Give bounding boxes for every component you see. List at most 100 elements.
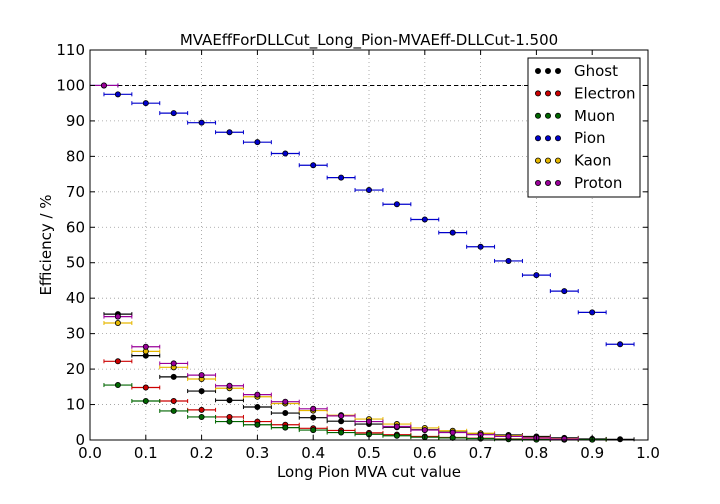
data-point [310,414,317,421]
x-tick-label: 0.9 [580,444,604,462]
data-point [114,319,121,326]
data-point [338,174,345,181]
data-point [198,406,205,413]
legend-marker [535,90,542,97]
legend-label: Muon [574,107,615,125]
chart-title: MVAEffForDLLCut_Long_Pion-MVAEff-DLLCut-… [180,31,558,50]
legend-item: Proton [535,174,622,192]
x-tick-label: 0.5 [357,444,381,462]
data-point [533,272,540,279]
y-tick-label: 90 [66,112,85,130]
x-tick-label: 0.1 [134,444,158,462]
series-pion [89,82,635,348]
y-tick-label: 20 [66,360,85,378]
data-point [114,382,121,389]
legend-item: Pion [535,129,606,147]
data-point [393,423,400,430]
legend-marker [545,90,552,97]
legend-marker [555,157,562,164]
data-point [393,432,400,439]
data-point [142,100,149,107]
data-point [114,358,121,365]
data-point [338,418,345,425]
y-tick-label: 110 [56,41,85,59]
x-tick-label: 0.0 [78,444,102,462]
data-point [421,216,428,223]
data-point [449,429,456,436]
data-point [114,91,121,98]
data-point [365,418,372,425]
data-point [226,382,233,389]
data-point [421,427,428,434]
data-point [254,391,261,398]
legend-label: Proton [574,174,622,192]
data-point [338,429,345,436]
y-tick-label: 100 [56,76,85,94]
legend-box [527,57,641,198]
data-point [338,412,345,419]
y-tick-label: 60 [66,218,85,236]
data-point [198,388,205,395]
legend-label: Electron [574,84,636,102]
y-tick-label: 50 [66,254,85,272]
axis-ticks: 0.0 0.1 0.2 0.3 0.4 0.5 0.6 0.7 0.8 0.9 1.0 0 10 20 30… [56,41,660,462]
x-tick-label: 0.6 [413,444,437,462]
legend-item: Muon [535,107,615,125]
data-point [170,397,177,404]
legend-marker [535,157,542,164]
data-point [310,162,317,169]
y-tick-label: 70 [66,183,85,201]
data-point [254,421,261,428]
data-point [393,201,400,208]
data-point [254,404,261,411]
data-point [254,139,261,146]
data-point [310,427,317,434]
data-point [505,257,512,264]
data-point [282,410,289,417]
x-tick-label: 0.3 [245,444,269,462]
x-tick-label: 0.8 [524,444,548,462]
x-axis-label: Long Pion MVA cut value [277,463,461,481]
data-point [617,341,624,348]
data-point [170,373,177,380]
x-tick-label: 0.7 [469,444,493,462]
legend-item: Electron [535,84,636,102]
legend: Ghost Electron Muon Pion Kaon Proton [527,57,641,198]
legend-marker [535,135,542,142]
data-point [198,119,205,126]
data-point [226,397,233,404]
legend-marker [555,68,562,75]
legend-label: Ghost [574,62,618,80]
data-point [198,372,205,379]
data-point [226,129,233,136]
legend-item: Kaon [535,152,611,170]
data-point [505,433,512,440]
y-tick-label: 10 [66,396,85,414]
legend-marker [555,112,562,119]
data-point [114,313,121,320]
y-tick-label: 30 [66,325,85,343]
data-point [170,407,177,414]
legend-marker [555,90,562,97]
data-point [365,187,372,194]
legend-marker [545,135,552,142]
y-tick-label: 0 [75,431,85,449]
legend-marker [535,179,542,186]
legend-label: Kaon [574,152,611,170]
series-proton [89,82,579,442]
data-point [142,397,149,404]
legend-marker [545,68,552,75]
data-point [561,435,568,442]
legend-marker [545,179,552,186]
data-point [310,405,317,412]
legend-marker [555,135,562,142]
x-tick-label: 0.2 [190,444,214,462]
y-axis-label: Efficiency / % [37,194,55,295]
y-tick-label: 80 [66,147,85,165]
x-tick-label: 0.4 [301,444,325,462]
data-point [170,110,177,117]
data-point [142,343,149,350]
data-point [449,229,456,236]
y-tick-label: 40 [66,289,85,307]
